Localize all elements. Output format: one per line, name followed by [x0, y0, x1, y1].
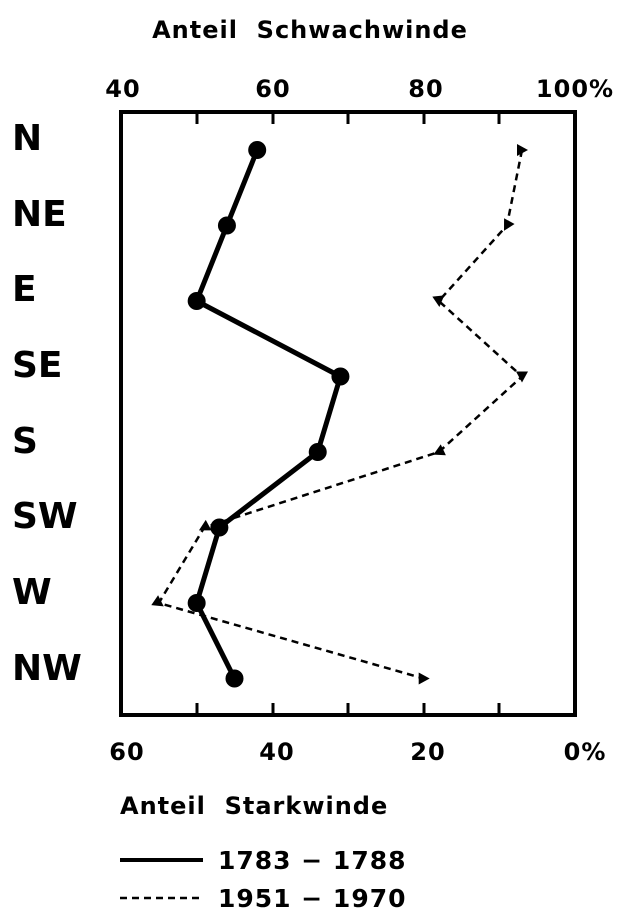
data-point: [418, 672, 430, 685]
data-point: [433, 444, 446, 456]
bottom-tick-label: 40: [259, 738, 294, 766]
category-label-e: E: [12, 269, 37, 310]
data-point: [151, 595, 164, 607]
top-tick-label: 80: [408, 75, 443, 103]
category-label-s: S: [12, 421, 38, 462]
top-tick-label: 100%: [536, 75, 614, 103]
category-label-nw: NW: [12, 648, 82, 689]
category-label-ne: NE: [12, 194, 67, 235]
category-label-n: N: [12, 118, 42, 159]
bottom-tick-labels: 60 40 20 0%: [109, 738, 607, 766]
bottom-tick-label: 60: [109, 738, 144, 766]
series-1951-1970: [151, 144, 528, 685]
bottom-tick-label: 0%: [564, 738, 607, 766]
data-point: [210, 518, 229, 537]
bottom-tick-label: 20: [410, 738, 445, 766]
data-point: [432, 295, 445, 307]
data-point: [198, 519, 212, 531]
series-line-1951-1970: [156, 149, 524, 680]
plot-frame: [119, 110, 577, 717]
data-point: [516, 371, 528, 383]
category-label-w: W: [12, 572, 52, 613]
data-point: [225, 669, 244, 688]
data-point: [517, 144, 528, 156]
top-tick-labels: 40 60 80 100%: [105, 75, 614, 103]
series-markers-1951-1970: [151, 144, 528, 685]
legend-label-1783-1788: 1783 − 1788: [218, 846, 407, 875]
data-point: [308, 443, 327, 461]
category-label-se: SE: [12, 345, 63, 386]
legend: 1783 − 1788 1951 − 1970: [120, 846, 407, 913]
bottom-axis-title: Anteil Starkwinde: [120, 792, 388, 820]
series-1783-1788: [187, 141, 350, 688]
axis-ticks: [195, 112, 501, 715]
data-point: [187, 292, 206, 310]
data-point: [217, 216, 236, 235]
top-axis-title: Anteil Schwachwinde: [152, 16, 468, 44]
series-line-1783-1788: [194, 149, 343, 680]
top-tick-label: 60: [255, 75, 290, 103]
data-point: [504, 218, 515, 231]
data-point: [331, 367, 350, 386]
data-point: [187, 594, 206, 612]
legend-label-1951-1970: 1951 − 1970: [218, 884, 407, 913]
top-tick-label: 40: [105, 75, 140, 103]
data-point: [248, 141, 267, 159]
category-label-sw: SW: [12, 496, 78, 537]
series-markers-1783-1788: [187, 141, 350, 688]
category-labels: N NE E SE S SW W NW: [12, 118, 82, 689]
